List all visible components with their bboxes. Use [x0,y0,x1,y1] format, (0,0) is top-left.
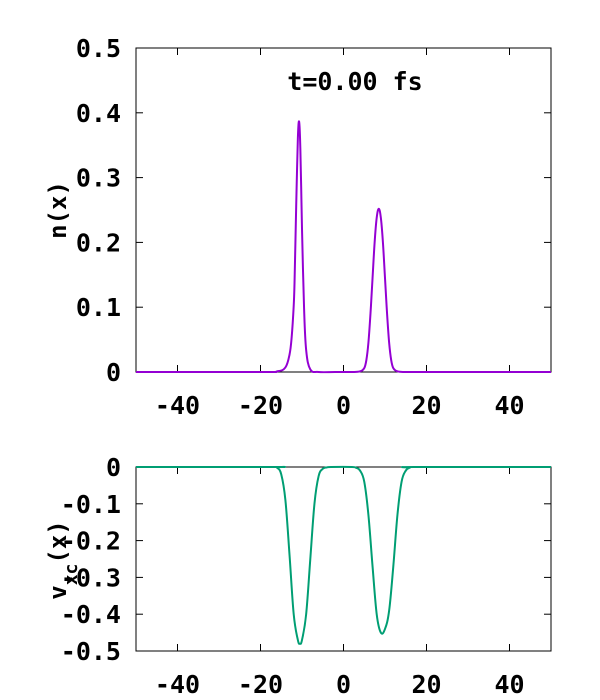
y-tick-label: 0.5 [76,34,121,63]
x-tick-label: 20 [411,391,441,420]
y-tick-label: 0 [106,358,121,387]
y-tick-label: -0.3 [61,563,121,592]
plot-frame-2 [135,466,552,652]
panel-1: -40 -20 0 20 40 0 0.1 0.2 0.3 0.4 0.5 n(x) t=0.00 fs [44,34,552,420]
x-tick-label: -20 [238,670,283,699]
y-tick-label: 0.2 [76,228,121,257]
x-tick-label: 0 [336,391,351,420]
y-tick-label: 0.3 [76,164,121,193]
y-tick-label: 0.1 [76,293,121,322]
y-tick-label: -0.2 [61,527,121,556]
y-tick-label: -0.5 [61,637,121,666]
x-tick-label: -20 [238,391,283,420]
y-axis-label: n(x) [44,181,72,239]
y-tick-label: -0.4 [61,600,121,629]
x-tick-label: 40 [494,670,524,699]
series-line-2-1 [135,465,552,645]
x-tick-label: 40 [494,391,524,420]
y-tick-label: 0 [106,453,121,482]
x-tick-label: -40 [155,670,200,699]
plot-frame-1 [135,47,552,373]
x-tick-label: 0 [336,670,351,699]
time-annotation: t=0.00 fs [287,67,422,96]
y-tick-label: -0.1 [61,490,121,519]
y-tick-label: 0.4 [76,99,121,128]
series-line-1-1 [135,120,551,374]
x-tick-label: 20 [411,670,441,699]
x-tick-label: -40 [155,391,200,420]
